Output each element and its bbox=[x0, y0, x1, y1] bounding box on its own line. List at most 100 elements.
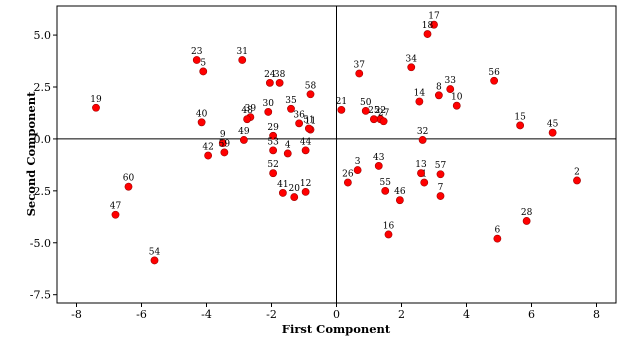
y-axis-title: Second Component bbox=[24, 91, 38, 216]
data-point-label: 8 bbox=[436, 82, 442, 92]
data-point-label: 23 bbox=[191, 47, 203, 57]
data-point-label: 4 bbox=[285, 140, 291, 150]
data-point-label: 27 bbox=[378, 108, 390, 118]
x-tick-label: -8 bbox=[71, 308, 82, 321]
data-point-label: 56 bbox=[488, 68, 500, 78]
data-point-label: 59 bbox=[219, 139, 231, 149]
data-point-label: 40 bbox=[196, 109, 208, 119]
data-point-label: 12 bbox=[300, 179, 311, 189]
data-point-label: 58 bbox=[305, 81, 317, 91]
data-point bbox=[150, 256, 159, 265]
data-point-label: 54 bbox=[149, 247, 161, 257]
data-point-label: 55 bbox=[380, 178, 392, 188]
data-point-label: 26 bbox=[342, 170, 354, 180]
data-point bbox=[417, 169, 425, 178]
data-point-label: 9 bbox=[220, 130, 226, 140]
data-point-label: 3 bbox=[355, 157, 361, 167]
data-point bbox=[355, 69, 364, 78]
data-point bbox=[493, 234, 502, 243]
data-point-label: 50 bbox=[360, 98, 372, 108]
data-point-label: 41 bbox=[277, 180, 288, 190]
data-point bbox=[290, 193, 299, 201]
data-point-label: 22 bbox=[375, 106, 386, 116]
x-tick-label: -2 bbox=[266, 308, 277, 321]
y-tick-label: -5.0 bbox=[30, 237, 51, 250]
data-point bbox=[436, 170, 445, 179]
y-tick-label: -2.5 bbox=[30, 185, 51, 198]
x-tick-label: 8 bbox=[593, 308, 600, 321]
x-tick-label: -6 bbox=[136, 308, 147, 321]
data-point bbox=[353, 166, 362, 174]
data-point-label: 5 bbox=[200, 58, 206, 68]
data-point-label: 14 bbox=[414, 89, 426, 99]
data-point-label: 13 bbox=[415, 160, 427, 170]
data-point-label: 37 bbox=[354, 61, 366, 71]
data-point-label: 19 bbox=[90, 95, 102, 105]
x-axis-title: First Component bbox=[282, 322, 391, 336]
data-point bbox=[92, 103, 100, 112]
data-point bbox=[269, 131, 278, 140]
data-point-label: 36 bbox=[293, 110, 305, 120]
data-point-label: 35 bbox=[285, 96, 297, 106]
data-point-label: 6 bbox=[495, 226, 501, 236]
data-point bbox=[430, 20, 438, 29]
data-points: 1234567891011121314151617181920212223242… bbox=[90, 12, 581, 265]
data-point bbox=[238, 56, 247, 64]
y-tick-label: -7.5 bbox=[30, 289, 51, 302]
data-point bbox=[278, 189, 287, 197]
data-point-label: 57 bbox=[435, 161, 447, 171]
data-point bbox=[415, 97, 424, 106]
x-tick-label: -4 bbox=[201, 308, 212, 321]
data-point bbox=[204, 151, 213, 160]
data-point-label: 17 bbox=[428, 12, 440, 22]
data-point-label: 10 bbox=[451, 93, 463, 103]
data-point bbox=[420, 178, 429, 187]
data-point-label: 33 bbox=[445, 76, 457, 86]
data-point bbox=[423, 30, 432, 38]
data-point-label: 25 bbox=[368, 106, 380, 116]
data-point bbox=[304, 124, 313, 133]
data-point-label: 15 bbox=[514, 112, 526, 122]
data-point-label: 11 bbox=[305, 117, 316, 127]
y-tick-label: 5.0 bbox=[34, 29, 52, 42]
data-point-label: 29 bbox=[267, 123, 279, 133]
data-point bbox=[337, 105, 346, 114]
data-point bbox=[301, 187, 310, 196]
data-point-label: 28 bbox=[521, 208, 533, 218]
data-point-label: 51 bbox=[303, 116, 314, 126]
data-point bbox=[446, 85, 455, 93]
data-point bbox=[124, 182, 133, 191]
x-tick-label: 6 bbox=[528, 308, 535, 321]
data-point bbox=[381, 186, 390, 195]
data-point bbox=[199, 67, 208, 76]
x-axis-ticks: -8 -6 -4 -2 0 2 4 6 8 bbox=[71, 303, 600, 321]
data-point-label: 53 bbox=[267, 137, 279, 147]
data-point bbox=[192, 56, 201, 64]
data-point-label: 7 bbox=[438, 183, 444, 193]
data-point-label: 60 bbox=[123, 174, 135, 184]
data-point bbox=[265, 78, 274, 87]
data-point-label: 44 bbox=[300, 137, 312, 147]
data-point-label: 18 bbox=[422, 21, 434, 31]
data-point-label: 48 bbox=[241, 106, 253, 116]
x-tick-label: 0 bbox=[333, 308, 340, 321]
data-point bbox=[287, 104, 295, 113]
x-tick-label: 4 bbox=[463, 308, 470, 321]
data-point bbox=[295, 119, 304, 128]
data-point-label: 52 bbox=[267, 160, 278, 170]
data-point bbox=[573, 176, 581, 185]
data-point bbox=[369, 115, 378, 124]
data-point bbox=[264, 108, 273, 116]
data-point bbox=[434, 91, 443, 100]
data-point-label: 39 bbox=[245, 104, 257, 114]
data-point bbox=[197, 118, 206, 127]
data-point bbox=[374, 162, 383, 170]
data-point-label: 2 bbox=[574, 167, 580, 177]
data-point-label: 47 bbox=[110, 202, 122, 212]
data-point bbox=[269, 146, 278, 155]
data-point bbox=[283, 149, 292, 158]
data-point-label: 30 bbox=[263, 99, 275, 109]
data-point-label: 21 bbox=[336, 97, 347, 107]
data-point-label: 34 bbox=[406, 54, 418, 64]
